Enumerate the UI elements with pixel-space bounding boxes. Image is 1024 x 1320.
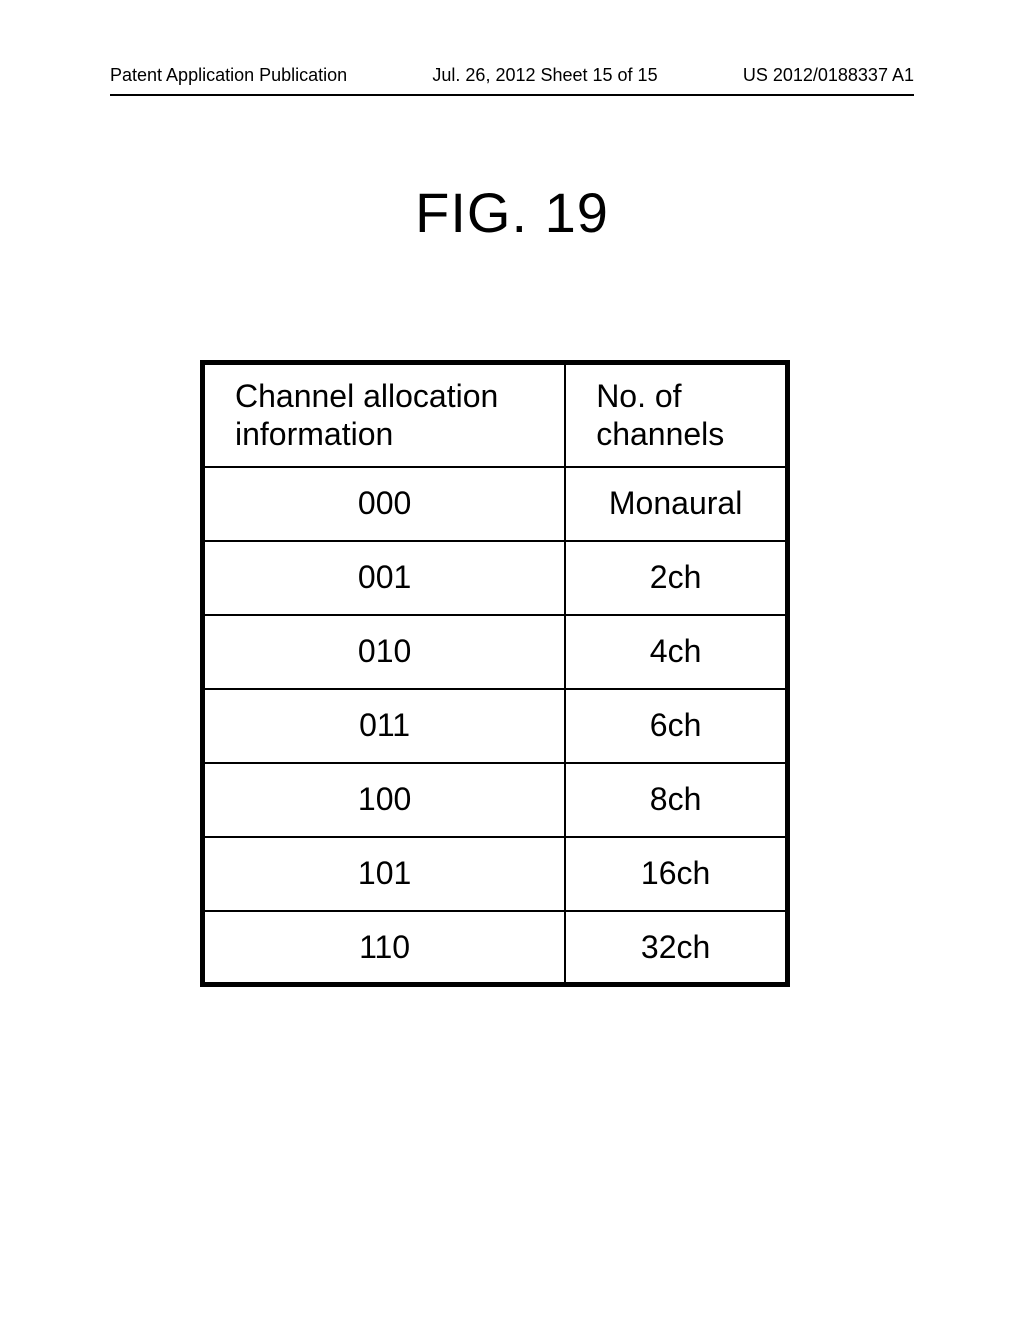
table-row: 010 4ch: [203, 615, 788, 689]
header-left-text: Patent Application Publication: [110, 65, 347, 86]
table-row: 101 16ch: [203, 837, 788, 911]
table-body: 000 Monaural 001 2ch 010 4ch 011 6ch 100…: [203, 467, 788, 985]
figure-title: FIG. 19: [0, 180, 1024, 245]
data-table: Channel allocation information No. of ch…: [200, 360, 790, 987]
cell-channels: 4ch: [565, 615, 787, 689]
cell-allocation: 110: [203, 911, 566, 985]
table-row: 011 6ch: [203, 689, 788, 763]
document-header: Patent Application Publication Jul. 26, …: [110, 65, 914, 96]
cell-channels: 2ch: [565, 541, 787, 615]
cell-channels: 6ch: [565, 689, 787, 763]
cell-channels: 8ch: [565, 763, 787, 837]
cell-channels: 16ch: [565, 837, 787, 911]
table-row: 100 8ch: [203, 763, 788, 837]
cell-allocation: 011: [203, 689, 566, 763]
table-row: 000 Monaural: [203, 467, 788, 541]
cell-allocation: 001: [203, 541, 566, 615]
channel-allocation-table: Channel allocation information No. of ch…: [200, 360, 790, 987]
cell-allocation: 100: [203, 763, 566, 837]
cell-allocation: 101: [203, 837, 566, 911]
cell-allocation: 000: [203, 467, 566, 541]
column-header-channels: No. of channels: [565, 363, 787, 467]
cell-channels: Monaural: [565, 467, 787, 541]
column-header-allocation: Channel allocation information: [203, 363, 566, 467]
cell-channels: 32ch: [565, 911, 787, 985]
table-row: 001 2ch: [203, 541, 788, 615]
table-row: 110 32ch: [203, 911, 788, 985]
cell-allocation: 010: [203, 615, 566, 689]
header-center-text: Jul. 26, 2012 Sheet 15 of 15: [432, 65, 657, 86]
table-header-row: Channel allocation information No. of ch…: [203, 363, 788, 467]
header-right-text: US 2012/0188337 A1: [743, 65, 914, 86]
